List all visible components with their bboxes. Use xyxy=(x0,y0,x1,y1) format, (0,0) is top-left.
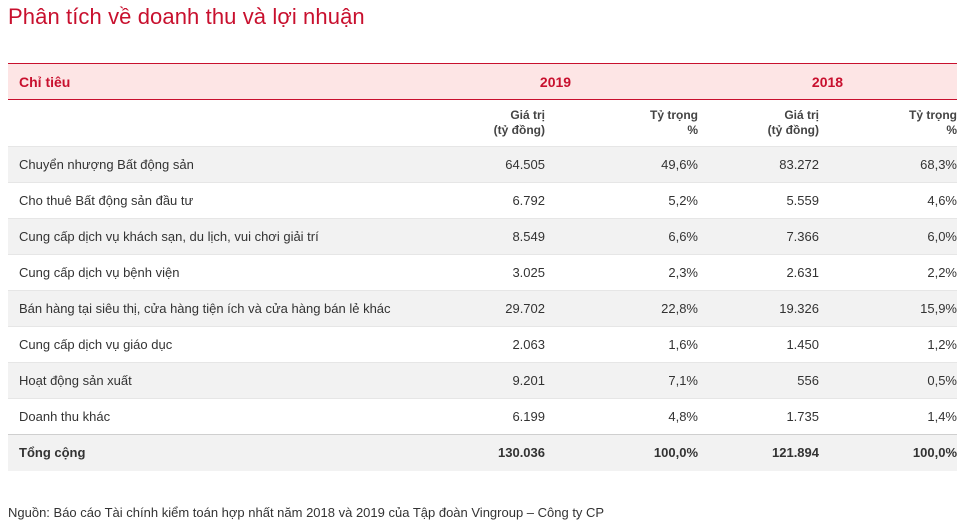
value-2018: 2.631 xyxy=(786,265,819,280)
share-2018: 2,2% xyxy=(927,265,957,280)
subheader-value-line2: (tỷ đồng) xyxy=(767,123,819,137)
share-2019: 4,8% xyxy=(668,409,698,424)
share-2018: 0,5% xyxy=(927,373,957,388)
total-label: Tổng cộng xyxy=(19,445,86,461)
subheader-value-2019: Giá trị (tỷ đồng) xyxy=(413,100,545,147)
share-2019: 7,1% xyxy=(668,373,698,388)
row-label: Hoạt động sản xuất xyxy=(19,373,132,388)
table-row: Hoạt động sản xuất 9.201 7,1% 556 0,5% xyxy=(8,362,957,399)
revenue-table: Chỉ tiêu 2019 2018 Giá trị (tỷ đồng) Tỷ … xyxy=(8,63,957,471)
value-2019: 2.063 xyxy=(512,337,545,352)
subheader-value-line2: (tỷ đồng) xyxy=(493,123,545,137)
row-label: Cung cấp dịch vụ khách sạn, du lịch, vui… xyxy=(19,229,319,244)
value-2019: 8.549 xyxy=(512,229,545,244)
header-label: Chỉ tiêu xyxy=(19,73,71,90)
share-2018: 68,3% xyxy=(920,157,957,172)
value-2019: 6.792 xyxy=(512,193,545,208)
total-value-2018: 121.894 xyxy=(772,445,819,461)
subheader-share-line2: % xyxy=(687,123,698,137)
value-2019: 29.702 xyxy=(505,301,545,316)
subheader-value-line1: Giá trị xyxy=(784,108,819,122)
value-2018: 19.326 xyxy=(779,301,819,316)
total-value-2019: 130.036 xyxy=(498,445,545,461)
row-label: Doanh thu khác xyxy=(19,409,111,424)
share-2018: 15,9% xyxy=(920,301,957,316)
value-2018: 7.366 xyxy=(786,229,819,244)
share-2019: 1,6% xyxy=(668,337,698,352)
share-2018: 6,0% xyxy=(927,229,957,244)
share-2019: 6,6% xyxy=(668,229,698,244)
share-2019: 2,3% xyxy=(668,265,698,280)
header-year-2018: 2018 xyxy=(811,73,844,90)
table-subheader-row: Giá trị (tỷ đồng) Tỷ trọng % Giá trị (tỷ… xyxy=(8,99,957,147)
subheader-share-line2: % xyxy=(946,123,957,137)
table-row: Cung cấp dịch vụ khách sạn, du lịch, vui… xyxy=(8,218,957,255)
value-2019: 6.199 xyxy=(512,409,545,424)
subheader-share-line1: Tỷ trọng xyxy=(909,108,957,122)
share-2018: 4,6% xyxy=(927,193,957,208)
subheader-empty xyxy=(8,100,413,147)
table-row: Doanh thu khác 6.199 4,8% 1.735 1,4% xyxy=(8,398,957,435)
value-2018: 1.735 xyxy=(786,409,819,424)
table-row: Cung cấp dịch vụ giáo dục 2.063 1,6% 1.4… xyxy=(8,326,957,363)
subheader-share-2019: Tỷ trọng % xyxy=(545,100,698,147)
subheader-share-2018: Tỷ trọng % xyxy=(819,100,957,147)
table-row: Bán hàng tại siêu thị, cửa hàng tiện ích… xyxy=(8,290,957,327)
total-share-2018: 100,0% xyxy=(912,445,957,461)
subheader-value-line1: Giá trị xyxy=(510,108,545,122)
share-2019: 5,2% xyxy=(668,193,698,208)
subheader-value-2018: Giá trị (tỷ đồng) xyxy=(698,100,819,147)
share-2019: 49,6% xyxy=(661,157,698,172)
table-row: Cho thuê Bất động sản đầu tư 6.792 5,2% … xyxy=(8,182,957,219)
value-2018: 83.272 xyxy=(779,157,819,172)
value-2019: 3.025 xyxy=(512,265,545,280)
row-label: Cung cấp dịch vụ giáo dục xyxy=(19,337,173,352)
value-2018: 556 xyxy=(797,373,819,388)
total-row: Tổng cộng 130.036 100,0% 121.894 100,0% xyxy=(8,434,957,471)
value-2018: 5.559 xyxy=(786,193,819,208)
header-year-2019: 2019 xyxy=(539,73,572,90)
value-2018: 1.450 xyxy=(786,337,819,352)
table-row: Chuyển nhượng Bất động sản 64.505 49,6% … xyxy=(8,146,957,183)
page-title: Phân tích về doanh thu và lợi nhuận xyxy=(8,4,365,29)
row-label: Bán hàng tại siêu thị, cửa hàng tiện ích… xyxy=(19,301,391,316)
row-label: Cho thuê Bất động sản đầu tư xyxy=(19,193,194,208)
table-row: Cung cấp dịch vụ bệnh viện 3.025 2,3% 2.… xyxy=(8,254,957,291)
source-note: Nguồn: Báo cáo Tài chính kiểm toán hợp n… xyxy=(8,505,605,520)
share-2018: 1,4% xyxy=(927,409,957,424)
row-label: Cung cấp dịch vụ bệnh viện xyxy=(19,265,180,280)
row-label: Chuyển nhượng Bất động sản xyxy=(19,157,194,172)
total-share-2019: 100,0% xyxy=(653,445,698,461)
value-2019: 64.505 xyxy=(505,157,545,172)
value-2019: 9.201 xyxy=(512,373,545,388)
share-2018: 1,2% xyxy=(927,337,957,352)
subheader-share-line1: Tỷ trọng xyxy=(650,108,698,122)
table-header-row: Chỉ tiêu 2019 2018 xyxy=(8,63,957,100)
share-2019: 22,8% xyxy=(661,301,698,316)
